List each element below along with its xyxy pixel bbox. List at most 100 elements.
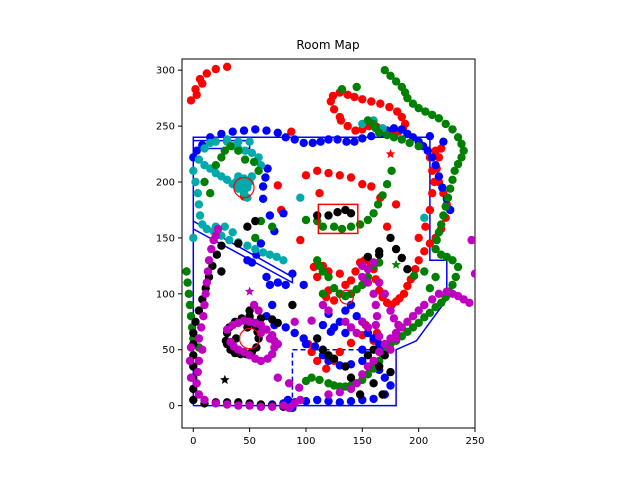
- star-marker-1: [278, 208, 289, 218]
- target-square: [317, 203, 359, 235]
- wall-line-0: [192, 136, 448, 407]
- point-3-24: [457, 153, 466, 162]
- point-2-28: [279, 256, 288, 265]
- point-0-63: [403, 281, 412, 291]
- point-1-52: [281, 280, 290, 290]
- point-4-67: [391, 244, 401, 254]
- point-3-85: [363, 215, 373, 225]
- point-0-17: [376, 99, 385, 108]
- point-5-101: [363, 265, 373, 274]
- point-1-14: [316, 137, 325, 146]
- point-1-1: [192, 146, 201, 155]
- point-4-43: [256, 314, 266, 323]
- point-0-99: [335, 347, 344, 357]
- point-3-77: [397, 135, 406, 144]
- point-0-16: [367, 97, 376, 106]
- point-2-26: [265, 250, 275, 259]
- point-5-67: [434, 289, 444, 298]
- point-0-102: [313, 356, 322, 366]
- point-1-10: [281, 133, 290, 142]
- point-5-107: [394, 320, 403, 330]
- point-1-53: [288, 269, 297, 278]
- axes-frame: [181, 58, 476, 429]
- point-5-4: [201, 289, 210, 298]
- point-3-3: [185, 300, 195, 310]
- point-3-114: [240, 155, 250, 164]
- point-5-81: [375, 332, 384, 341]
- point-3-74: [375, 128, 384, 137]
- x-tick-label-2: 100: [296, 436, 315, 447]
- point-5-83: [346, 323, 356, 332]
- point-5-17: [200, 395, 209, 405]
- point-4-73: [217, 267, 226, 276]
- point-0-68: [382, 298, 392, 307]
- point-2-49: [296, 193, 305, 202]
- point-3-22: [457, 139, 466, 149]
- point-0-59: [420, 247, 429, 256]
- y-tick-label-3: 150: [156, 233, 175, 244]
- point-0-4: [211, 64, 220, 74]
- ring-marker-0: [233, 176, 255, 199]
- point-3-30: [441, 202, 450, 211]
- x-tick-label-4: 200: [409, 436, 428, 447]
- point-4-69: [403, 265, 412, 274]
- point-1-9: [273, 128, 282, 137]
- point-1-89: [341, 306, 350, 315]
- point-5-99: [249, 300, 259, 310]
- point-1-15: [324, 135, 333, 144]
- point-1-32: [434, 172, 444, 181]
- point-0-18: [385, 102, 394, 112]
- point-3-46: [425, 308, 435, 317]
- point-5-74: [467, 235, 475, 245]
- point-0-78: [341, 280, 350, 290]
- point-1-49: [262, 272, 271, 282]
- point-0-90: [421, 222, 430, 231]
- point-3-45: [431, 303, 440, 312]
- point-1-50: [265, 280, 275, 290]
- point-1-39: [261, 173, 270, 182]
- point-4-45: [273, 318, 282, 328]
- point-0-7: [198, 79, 207, 88]
- point-0-49: [431, 146, 440, 155]
- point-0-5: [222, 62, 232, 71]
- point-5-89: [186, 343, 196, 352]
- point-1-75: [346, 397, 356, 406]
- point-3-84: [369, 209, 378, 218]
- point-2-24: [251, 244, 260, 254]
- point-5-0: [194, 334, 204, 343]
- point-5-77: [369, 289, 378, 298]
- point-3-27: [448, 175, 457, 184]
- point-1-51: [273, 278, 282, 287]
- point-1-41: [258, 194, 268, 203]
- point-0-101: [322, 364, 331, 373]
- point-0-9: [329, 105, 339, 114]
- point-3-13: [403, 93, 412, 103]
- point-5-87: [186, 373, 196, 382]
- point-3-88: [337, 224, 347, 234]
- point-5-95: [324, 306, 333, 315]
- point-0-29: [351, 126, 360, 135]
- point-1-48: [243, 256, 252, 265]
- point-5-19: [222, 400, 232, 409]
- x-tick-label-5: 250: [465, 436, 484, 447]
- point-3-108: [251, 233, 260, 243]
- point-5-26: [296, 395, 305, 405]
- point-3-69: [337, 85, 347, 94]
- point-1-62: [310, 342, 320, 351]
- point-5-79: [372, 312, 382, 321]
- point-4-8: [194, 306, 204, 315]
- point-4-58: [363, 351, 373, 360]
- point-3-92: [301, 215, 311, 225]
- point-3-32: [437, 220, 446, 229]
- plot-frame: [181, 58, 476, 429]
- point-5-94: [318, 300, 328, 310]
- ticks-layer: 0 50 100 150 200 250 0 50 100 150 200 250 300: [156, 66, 485, 447]
- point-0-40: [367, 182, 376, 191]
- point-5-96: [307, 316, 316, 325]
- point-2-54: [189, 233, 198, 243]
- point-3-23: [459, 146, 468, 155]
- point-5-46: [226, 337, 235, 347]
- point-5-76: [363, 278, 373, 287]
- point-1-76: [335, 398, 344, 407]
- point-0-13: [343, 90, 352, 100]
